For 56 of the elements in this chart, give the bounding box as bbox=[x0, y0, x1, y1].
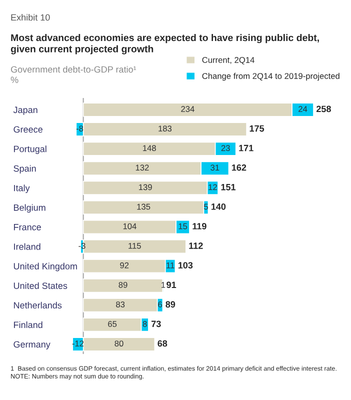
total-label: 73 bbox=[152, 320, 161, 328]
data-label: 234 bbox=[181, 106, 194, 112]
total-label: 91 bbox=[166, 282, 176, 288]
data-label: 80 bbox=[114, 340, 124, 346]
y-tick-label: Netherlands bbox=[14, 302, 62, 309]
y-tick-label: United Kingdom bbox=[14, 262, 77, 272]
total-label: 140 bbox=[211, 203, 226, 210]
y-tick-label: Ireland bbox=[14, 243, 40, 250]
y-tick-label: Greece bbox=[14, 126, 42, 133]
total-label: 171 bbox=[239, 144, 254, 152]
total-label: 68 bbox=[158, 340, 168, 347]
data-label: 148 bbox=[143, 145, 156, 152]
data-label: 89 bbox=[118, 282, 128, 288]
y-tick-label: Japan bbox=[13, 106, 38, 115]
data-label: 11 bbox=[166, 262, 174, 268]
chart-subtitle: Most advanced economies are expected to have rising public debt, given current projected growth bbox=[10, 34, 319, 54]
bar bbox=[82, 200, 204, 214]
data-label: 65 bbox=[108, 321, 117, 327]
y-tick-label: Italy bbox=[14, 184, 30, 194]
total-label: 175 bbox=[250, 125, 264, 132]
total-label: 119 bbox=[192, 223, 206, 230]
data-label: 135 bbox=[137, 204, 150, 210]
bar bbox=[82, 278, 164, 293]
data-label: 115 bbox=[128, 242, 141, 249]
data-label: 183 bbox=[158, 126, 172, 132]
y-tick-label: Finland bbox=[14, 321, 42, 328]
y-axis-title: Government debt-to-GDP ratio¹ % bbox=[10, 66, 136, 83]
data-label: 1 bbox=[161, 282, 166, 288]
data-label: 92 bbox=[120, 262, 129, 268]
legend-label: Current, 2Q14 bbox=[202, 57, 254, 64]
data-label: 8 bbox=[142, 321, 147, 327]
data-label: 104 bbox=[123, 223, 136, 230]
y-tick-label: Spain bbox=[14, 165, 36, 174]
total-label: 112 bbox=[189, 242, 203, 249]
y-tick-label: Belgium bbox=[14, 204, 46, 213]
total-label: 89 bbox=[166, 301, 176, 308]
data-label: 83 bbox=[116, 301, 125, 308]
legend-label: Change from 2Q14 to 2019-projected bbox=[202, 72, 340, 81]
chart-title: Exhibit 10 bbox=[11, 14, 50, 21]
data-label: 139 bbox=[139, 184, 152, 190]
total-label: 162 bbox=[232, 164, 246, 171]
y-tick-label: Germany bbox=[14, 341, 50, 350]
data-label: 31 bbox=[210, 164, 220, 171]
data-label: 24 bbox=[298, 106, 308, 112]
data-label: 5 bbox=[204, 204, 208, 210]
y-tick-label: United States bbox=[14, 282, 68, 289]
y-tick-label: France bbox=[14, 224, 41, 230]
data-label: 132 bbox=[136, 164, 149, 171]
total-label: 258 bbox=[316, 106, 331, 112]
total-label: 151 bbox=[221, 184, 236, 190]
data-label: 15 bbox=[178, 223, 188, 230]
total-label: 103 bbox=[178, 262, 193, 268]
y-tick-label: Portugal bbox=[14, 146, 46, 154]
data-label: 12 bbox=[208, 184, 217, 190]
data-label: 23 bbox=[221, 145, 230, 152]
data-label: 6 bbox=[158, 301, 162, 308]
